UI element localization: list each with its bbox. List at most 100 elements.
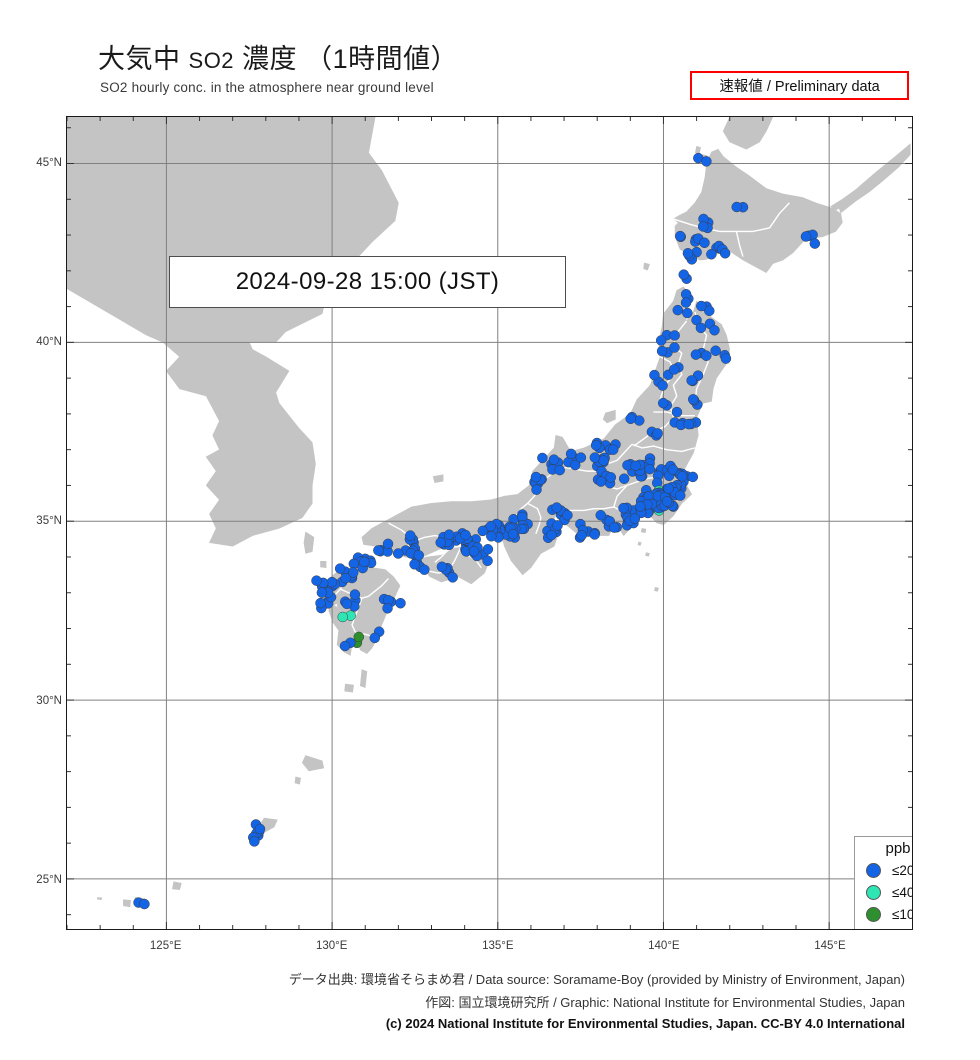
station-point[interactable] (334, 563, 346, 574)
station-point[interactable] (569, 459, 581, 471)
station-point[interactable] (589, 452, 601, 463)
station-point[interactable] (709, 325, 720, 336)
station-point[interactable] (618, 502, 629, 514)
station-point[interactable] (731, 201, 742, 213)
station-point[interactable] (347, 567, 359, 578)
station-point[interactable] (687, 471, 699, 483)
station-point[interactable] (405, 530, 416, 541)
station-point[interactable] (551, 502, 562, 513)
station-point[interactable] (589, 529, 600, 540)
station-point[interactable] (436, 561, 448, 573)
station-point[interactable] (409, 559, 420, 570)
station-point[interactable] (680, 297, 692, 308)
station-point[interactable] (595, 509, 606, 521)
station-point[interactable] (710, 345, 721, 356)
legend-item-20[interactable]: ≤20 (855, 859, 912, 881)
station-point[interactable] (590, 440, 602, 451)
station-point[interactable] (349, 589, 361, 600)
station-point[interactable] (630, 460, 641, 472)
station-point[interactable] (701, 156, 712, 167)
station-point[interactable] (618, 473, 630, 484)
station-point[interactable] (669, 364, 680, 375)
station-point[interactable] (625, 413, 636, 424)
station-point[interactable] (339, 640, 351, 652)
station-point[interactable] (468, 546, 480, 557)
station-point[interactable] (552, 520, 563, 531)
station-point[interactable] (699, 237, 710, 249)
station-point[interactable] (800, 231, 812, 242)
station-point[interactable] (657, 380, 668, 391)
station-point[interactable] (720, 353, 732, 364)
station-point[interactable] (482, 555, 493, 567)
legend-item-100[interactable]: ≤100 (855, 903, 912, 925)
station-point[interactable] (656, 345, 668, 357)
station-point[interactable] (652, 428, 663, 439)
station-point[interactable] (687, 394, 699, 405)
station-point[interactable] (595, 476, 607, 487)
station-point[interactable] (669, 330, 680, 341)
station-point[interactable] (649, 369, 660, 381)
legend-item-120[interactable]: ≤120 (855, 925, 912, 929)
station-point[interactable] (554, 464, 565, 476)
station-point[interactable] (537, 452, 548, 464)
station-point[interactable] (682, 307, 693, 319)
station-point[interactable] (686, 375, 697, 386)
station-point[interactable] (249, 836, 260, 847)
station-point[interactable] (340, 572, 351, 584)
station-point[interactable] (675, 230, 686, 242)
station-point[interactable] (443, 529, 455, 540)
station-point[interactable] (682, 248, 694, 259)
station-point[interactable] (657, 397, 669, 409)
station-point[interactable] (683, 418, 694, 430)
station-point[interactable] (337, 611, 348, 623)
station-point[interactable] (485, 521, 497, 532)
station-point[interactable] (690, 349, 702, 360)
station-point[interactable] (669, 342, 680, 353)
station-point[interactable] (671, 406, 683, 418)
station-point[interactable] (460, 529, 471, 541)
station-point[interactable] (609, 522, 620, 533)
station-point[interactable] (548, 454, 560, 465)
station-point[interactable] (706, 249, 717, 260)
station-point[interactable] (382, 603, 393, 614)
station-point[interactable] (477, 525, 489, 537)
station-point[interactable] (311, 575, 322, 586)
station-point[interactable] (695, 322, 707, 334)
station-point[interactable] (546, 529, 557, 541)
station-point[interactable] (447, 572, 458, 583)
station-point[interactable] (634, 415, 645, 426)
station-point[interactable] (663, 483, 674, 494)
station-point[interactable] (607, 444, 619, 455)
station-point[interactable] (575, 452, 587, 463)
station-point[interactable] (369, 632, 381, 644)
station-point[interactable] (341, 598, 353, 610)
station-point[interactable] (530, 471, 542, 483)
station-point[interactable] (605, 472, 617, 483)
station-point[interactable] (482, 543, 494, 555)
station-point[interactable] (678, 269, 689, 280)
station-point[interactable] (326, 576, 338, 588)
station-point[interactable] (507, 528, 519, 540)
station-point[interactable] (562, 509, 573, 521)
station-point[interactable] (576, 530, 587, 541)
station-point[interactable] (675, 490, 686, 501)
station-point[interactable] (413, 550, 425, 561)
station-point[interactable] (809, 238, 821, 249)
station-point[interactable] (701, 350, 712, 361)
station-point[interactable] (395, 597, 406, 609)
station-point[interactable] (672, 304, 683, 316)
station-point[interactable] (531, 484, 542, 495)
station-point[interactable] (635, 501, 646, 512)
station-point[interactable] (419, 564, 430, 575)
station-point[interactable] (629, 513, 641, 524)
station-point[interactable] (359, 556, 370, 568)
station-point[interactable] (254, 823, 266, 835)
station-point[interactable] (315, 597, 326, 609)
station-point[interactable] (704, 305, 715, 317)
legend-item-40[interactable]: ≤40 (855, 881, 912, 903)
map-plot-area[interactable]: 2024-09-28 15:00 (JST) ppb ≤20 ≤40 ≤100 ≤12… (66, 116, 913, 930)
station-point[interactable] (486, 531, 497, 542)
station-point[interactable] (316, 587, 328, 598)
station-point[interactable] (382, 538, 394, 550)
station-point[interactable] (392, 548, 404, 559)
